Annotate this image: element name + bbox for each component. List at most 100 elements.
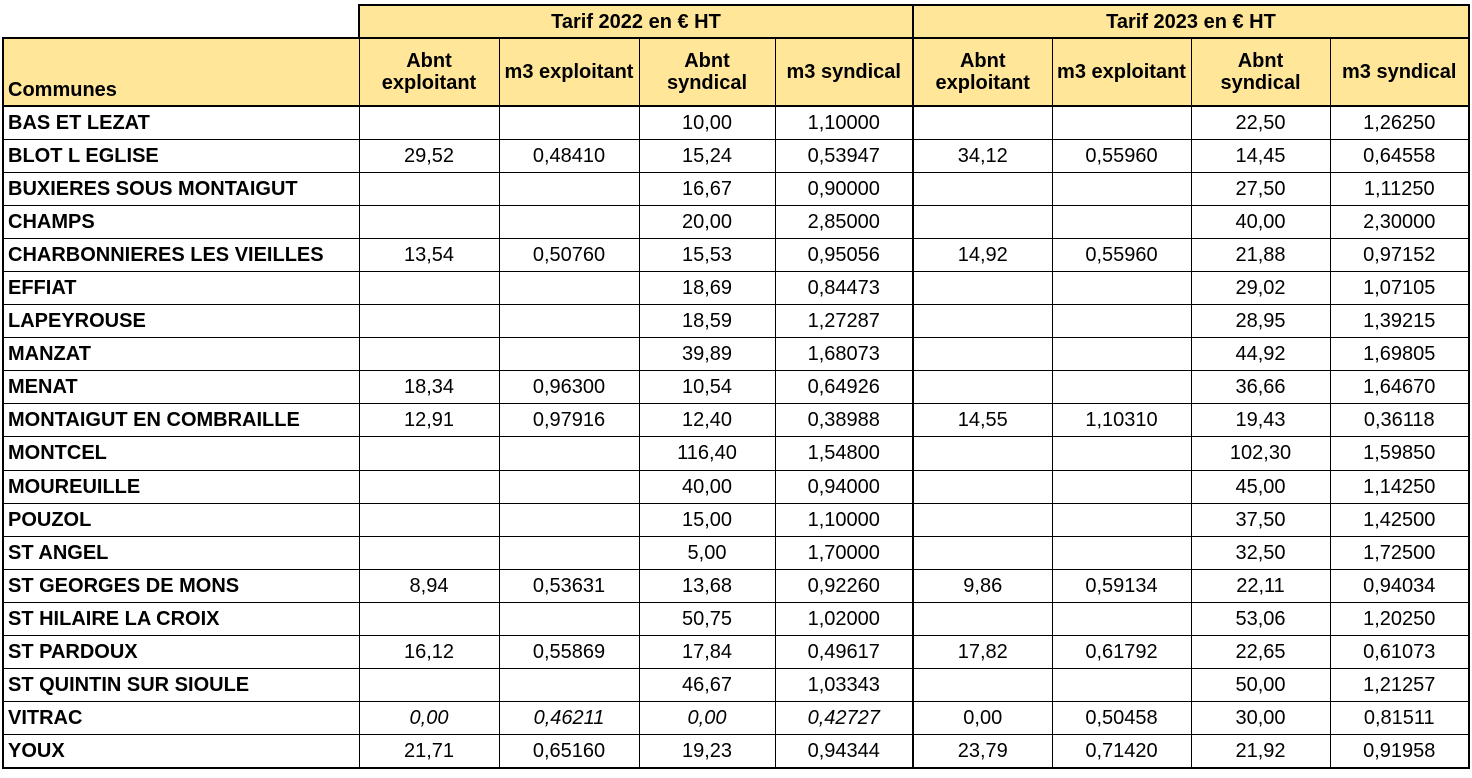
value-cell: 34,12 — [912, 138, 1053, 173]
value-cell: 18,34 — [358, 370, 500, 405]
value-cell — [358, 304, 500, 339]
commune-cell: MONTCEL — [2, 436, 360, 471]
value-cell: 2,30000 — [1329, 204, 1470, 239]
value-cell: 1,07105 — [1329, 270, 1470, 306]
value-cell: 0,00 — [912, 701, 1053, 736]
value-cell — [498, 436, 640, 471]
value-cell: 0,55960 — [1051, 138, 1192, 173]
value-cell: 0,59134 — [1051, 568, 1192, 603]
value-cell — [498, 304, 640, 339]
value-cell: 28,95 — [1190, 304, 1331, 339]
commune-cell: BAS ET LEZAT — [2, 105, 360, 140]
table-row: CHAMPS 20,00 2,85000 40,00 2,30000 — [2, 204, 1470, 239]
value-cell: 22,65 — [1190, 634, 1331, 670]
value-cell: 45,00 — [1190, 469, 1331, 504]
value-cell: 21,92 — [1190, 734, 1331, 769]
value-cell — [498, 171, 640, 206]
value-cell — [1051, 502, 1192, 537]
commune-cell: YOUX — [2, 734, 360, 769]
table-row: CHARBONNIERES LES VIEILLES 13,54 0,50760 15… — [2, 237, 1470, 272]
commune-cell: MOUREUILLE — [2, 469, 360, 504]
value-cell — [1051, 204, 1192, 239]
value-cell: 29,02 — [1190, 270, 1331, 306]
value-cell: 16,12 — [358, 634, 500, 670]
value-cell: 13,68 — [638, 568, 776, 603]
value-cell: 22,50 — [1190, 105, 1331, 140]
value-cell: 1,02000 — [774, 601, 914, 637]
value-cell: 0,97916 — [498, 403, 640, 438]
value-cell: 13,54 — [358, 237, 500, 272]
table-body: BAS ET LEZAT 10,00 1,10000 22,50 1,26250 BLOT… — [2, 105, 1470, 769]
value-cell — [912, 436, 1053, 471]
value-cell: 2,85000 — [774, 204, 914, 239]
value-cell — [912, 171, 1053, 206]
table-row: ST QUINTIN SUR SIOULE 46,67 1,03343 50,00 1,… — [2, 668, 1470, 703]
value-cell: 0,91958 — [1329, 734, 1470, 769]
value-cell: 116,40 — [638, 436, 776, 471]
year-2023-header: Tarif 2023 en € HT — [912, 4, 1470, 39]
value-cell — [1051, 337, 1192, 372]
value-cell: 44,92 — [1190, 337, 1331, 372]
value-cell: 19,23 — [638, 734, 776, 769]
value-cell: 30,00 — [1190, 701, 1331, 736]
value-cell: 102,30 — [1190, 436, 1331, 471]
value-cell — [1051, 469, 1192, 504]
value-cell: 0,64926 — [774, 370, 914, 405]
value-cell: 12,40 — [638, 403, 776, 438]
value-cell: 0,38988 — [774, 403, 914, 438]
commune-cell: ST GEORGES DE MONS — [2, 568, 360, 603]
value-cell — [358, 105, 500, 140]
value-cell: 15,53 — [638, 237, 776, 272]
table-row: VITRAC 0,00 0,46211 0,00 0,42727 0,00 0,50458 3… — [2, 701, 1470, 736]
value-cell: 0,50458 — [1051, 701, 1192, 736]
value-cell: 0,46211 — [498, 701, 640, 736]
value-cell: 10,54 — [638, 370, 776, 405]
value-cell: 40,00 — [638, 469, 776, 504]
value-cell: 0,49617 — [774, 634, 914, 670]
value-cell — [912, 304, 1053, 339]
value-cell: 5,00 — [638, 535, 776, 570]
value-cell: 39,89 — [638, 337, 776, 372]
value-cell — [1051, 304, 1192, 339]
table-row: MONTCEL 116,40 1,54800 102,30 1,59850 — [2, 436, 1470, 471]
value-cell — [1051, 601, 1192, 637]
table-row: POUZOL 15,00 1,10000 37,50 1,42500 — [2, 502, 1470, 537]
value-cell — [498, 502, 640, 537]
value-cell: 0,92260 — [774, 568, 914, 603]
table-row: MOUREUILLE 40,00 0,94000 45,00 1,14250 — [2, 469, 1470, 504]
value-cell: 12,91 — [358, 403, 500, 438]
value-cell: 14,55 — [912, 403, 1053, 438]
value-cell: 37,50 — [1190, 502, 1331, 537]
commune-cell: CHAMPS — [2, 204, 360, 239]
value-cell — [358, 668, 500, 703]
commune-cell: POUZOL — [2, 502, 360, 537]
value-cell: 22,11 — [1190, 568, 1331, 603]
value-cell — [912, 535, 1053, 570]
value-cell: 0,94000 — [774, 469, 914, 504]
header-blank-cell — [3, 5, 359, 38]
value-cell: 0,55869 — [498, 634, 640, 670]
value-cell — [912, 601, 1053, 637]
value-cell — [1051, 436, 1192, 471]
value-cell — [1051, 171, 1192, 206]
value-cell: 21,71 — [358, 734, 500, 769]
table-row: EFFIAT 18,69 0,84473 29,02 1,07105 — [2, 270, 1470, 306]
commune-cell: ST QUINTIN SUR SIOULE — [2, 668, 360, 703]
value-cell: 0,61792 — [1051, 634, 1192, 670]
commune-cell: MONTAIGUT EN COMBRAILLE — [2, 403, 360, 438]
value-cell: 1,10000 — [774, 105, 914, 140]
table-row: BLOT L EGLISE 29,52 0,48410 15,24 0,53947 34,… — [2, 138, 1470, 173]
commune-cell: VITRAC — [2, 701, 360, 736]
value-cell: 0,42727 — [774, 701, 914, 736]
value-cell — [1051, 105, 1192, 140]
commune-cell: ST ANGEL — [2, 535, 360, 570]
column-header: m3 syndical — [1329, 37, 1470, 107]
value-cell: 10,00 — [638, 105, 776, 140]
table-row: ST GEORGES DE MONS 8,94 0,53631 13,68 0,9226… — [2, 568, 1470, 603]
value-cell: 50,75 — [638, 601, 776, 637]
value-cell — [358, 535, 500, 570]
value-cell: 0,96300 — [498, 370, 640, 405]
table-row: ST PARDOUX 16,12 0,55869 17,84 0,49617 17,82 0… — [2, 634, 1470, 670]
value-cell: 1,70000 — [774, 535, 914, 570]
column-header: Abnt exploitant — [912, 37, 1053, 107]
